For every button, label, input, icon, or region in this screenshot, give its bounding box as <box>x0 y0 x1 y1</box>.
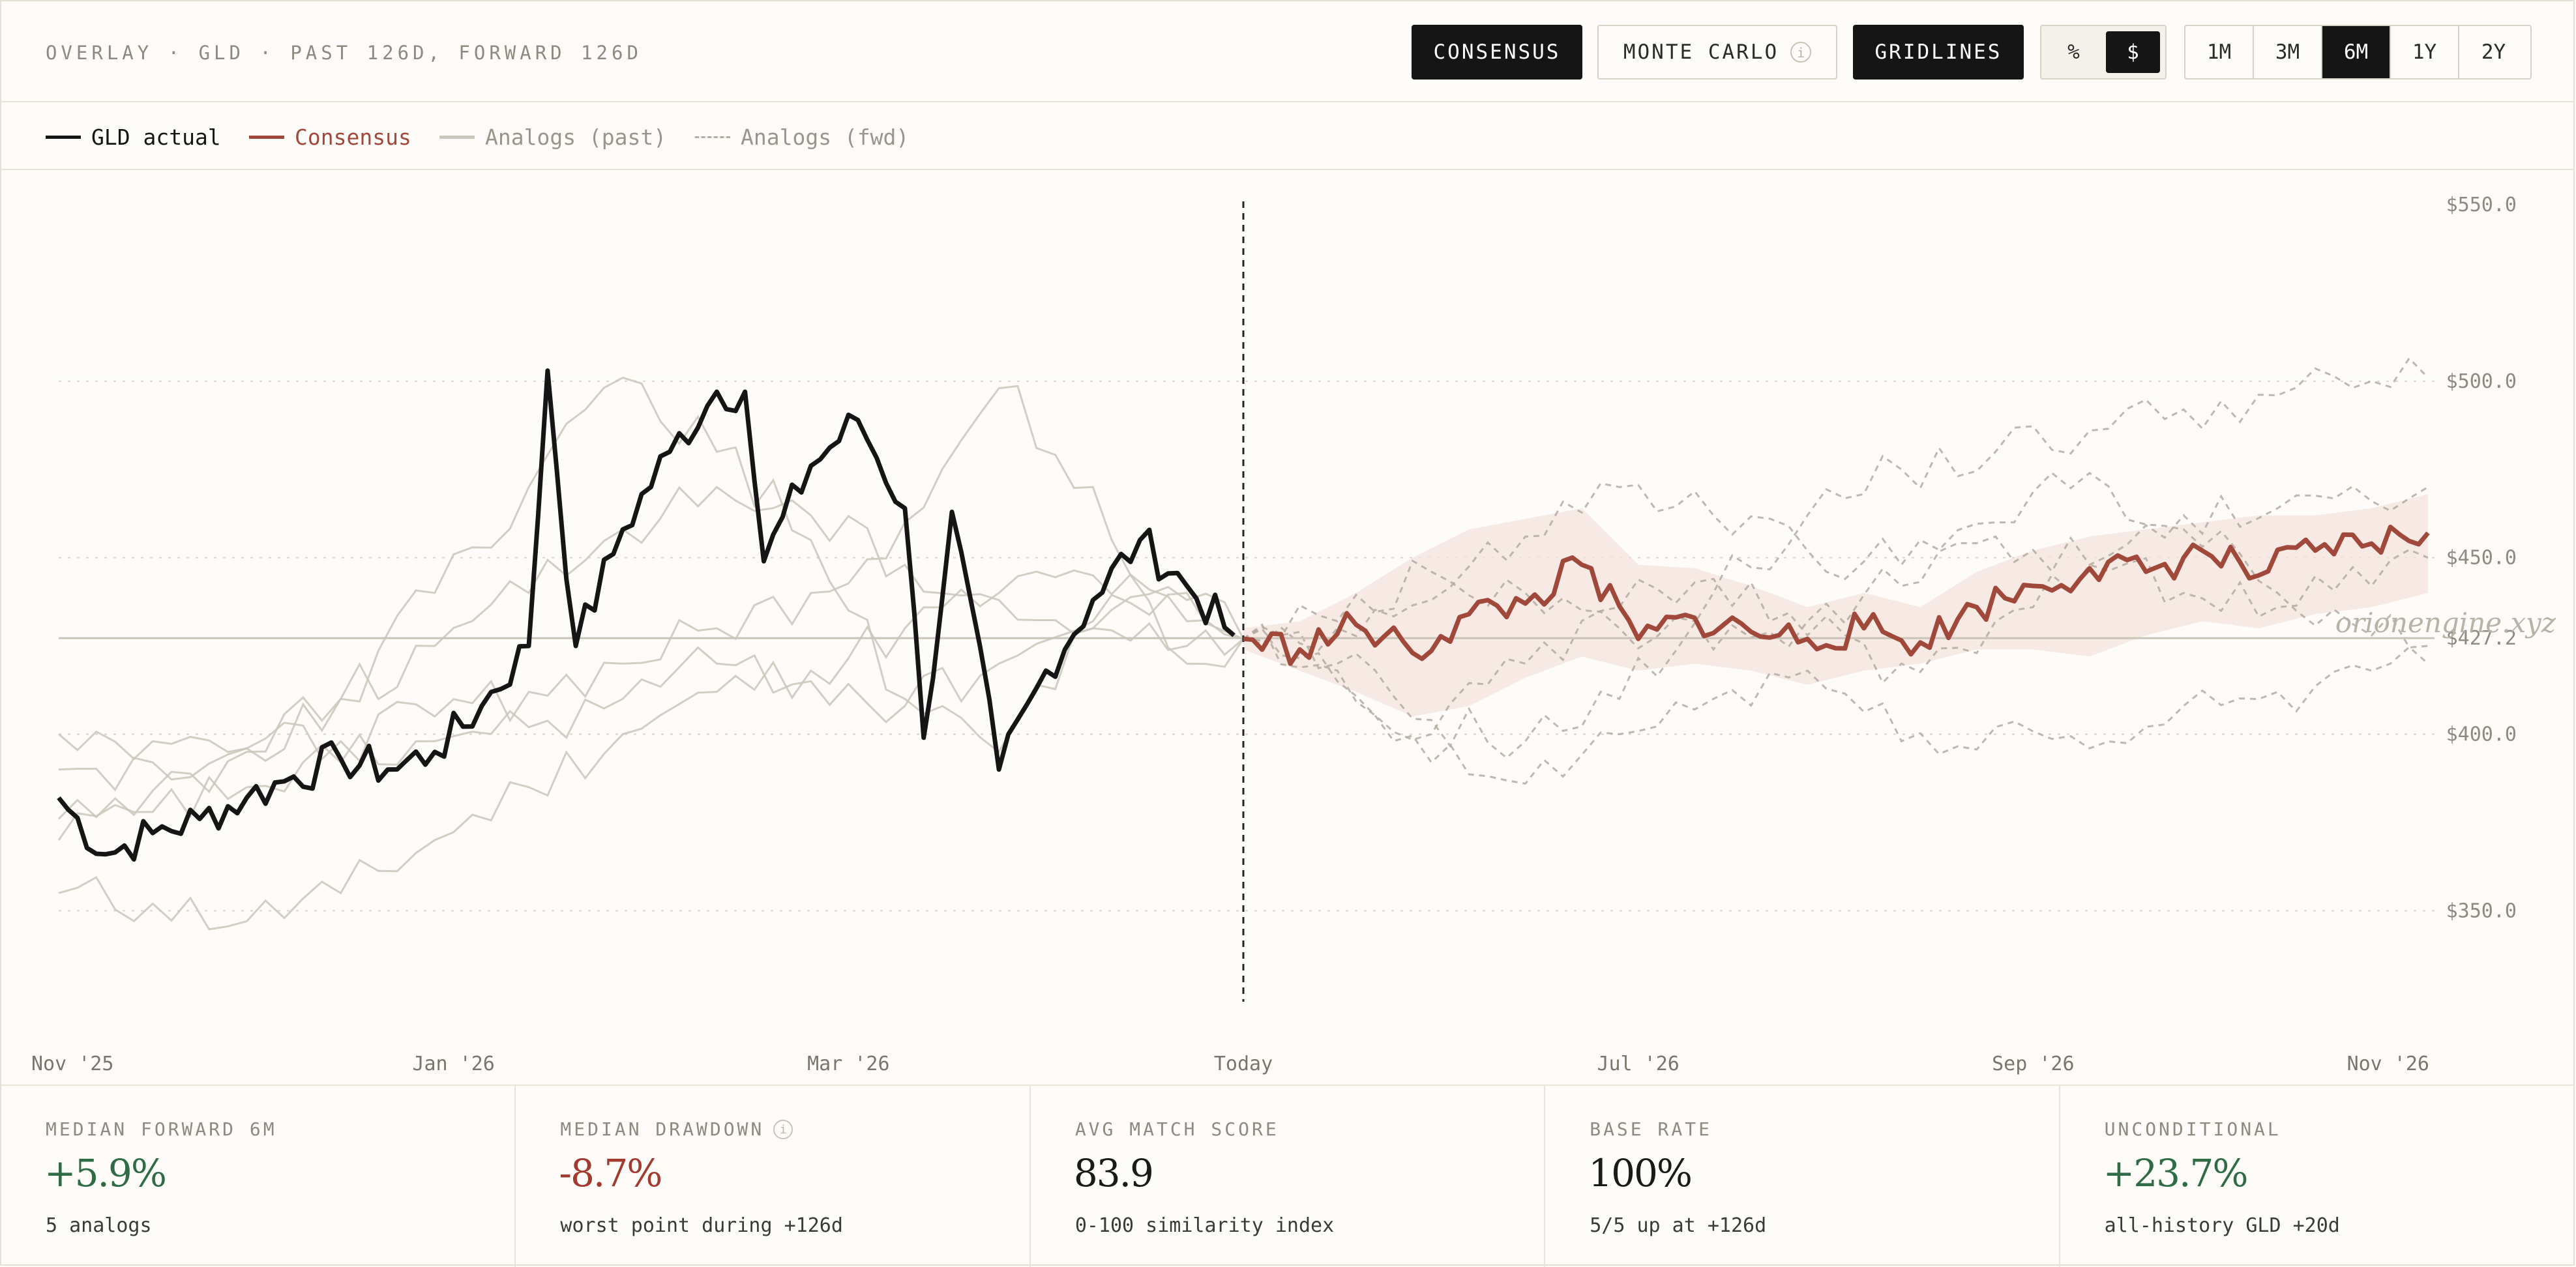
legend-item-analogs-past: Analogs (past) <box>439 124 666 150</box>
monte-carlo-label: MONTE CARLO <box>1623 40 1779 64</box>
axis-labels-layer: Nov '25 Jan '26 Mar '26 Today Jul '26 Sep '26… <box>31 1053 2429 1075</box>
actual-line <box>57 368 1236 862</box>
stat-label: MEDIAN FORWARD 6M <box>46 1118 277 1140</box>
stat-label: AVG MATCH SCORE <box>1075 1118 1279 1140</box>
legend-label-consensus: Consensus <box>295 124 411 150</box>
analogs-fwd-layer <box>1243 357 2429 785</box>
overlay-chart: $350.0 $400.0 $450.0 $500.0 $550.0 $427.2 No… <box>31 194 2556 1075</box>
stat-value: +23.7% <box>2103 1151 2249 1195</box>
consensus-line <box>1243 525 2430 666</box>
stat-label: UNCONDITIONAL <box>2105 1118 2281 1140</box>
stat-subtext: 0-100 similarity index <box>1074 1214 1335 1237</box>
stat-value: 100% <box>1588 1151 1693 1195</box>
legend-swatch-actual <box>46 136 81 139</box>
panel-title: OVERLAY · GLD · PAST 126D, FORWARD 126D <box>46 42 642 64</box>
y-tick-label: $400.0 <box>2446 723 2517 746</box>
analog-past-line <box>58 385 1245 792</box>
stat-label-text: AVG MATCH SCORE <box>1074 1118 1279 1140</box>
stat-subtext: 5 analogs <box>46 1214 152 1237</box>
legend-swatch-analogs-fwd <box>695 136 730 138</box>
stat-label: BASE RATE <box>1590 1118 1712 1140</box>
monte-carlo-button[interactable]: MONTE CARLO i <box>1597 25 1837 80</box>
stat-value: -8.7% <box>559 1151 662 1195</box>
consensus-layer <box>1243 525 2430 666</box>
stat-value: +5.9% <box>44 1151 167 1195</box>
unit-dollar-option[interactable]: $ <box>2106 31 2160 73</box>
range-1y-option[interactable]: 1Y <box>2391 26 2459 78</box>
stat-label-text: MEDIAN FORWARD 6M <box>46 1118 277 1140</box>
analog-fwd-line <box>1243 485 2429 652</box>
x-tick-label: Jul '26 <box>1597 1053 1679 1075</box>
stats-strip: MEDIAN FORWARD 6M +5.9% 5 analogs MEDIAN… <box>1 1085 2573 1267</box>
stat-base-rate: BASE RATE 100% 5/5 up at +126d <box>1545 1086 2060 1267</box>
range-selector: 1M 3M 6M 1Y 2Y <box>2184 25 2532 80</box>
stat-unconditional: UNCONDITIONAL +23.7% all-history GLD +20… <box>2060 1086 2573 1267</box>
x-tick-label: Nov '26 <box>2347 1053 2429 1075</box>
stat-subtext: 5/5 up at +126d <box>1590 1214 1767 1237</box>
x-tick-label: Mar '26 <box>807 1053 889 1075</box>
range-2y-option[interactable]: 2Y <box>2481 40 2506 64</box>
y-tick-label: $350.0 <box>2446 899 2517 922</box>
watermark: orionengine.xyz <box>2335 607 2556 639</box>
stat-median-forward: MEDIAN FORWARD 6M +5.9% 5 analogs <box>1 1086 516 1267</box>
y-tick-label: $550.0 <box>2446 194 2517 216</box>
x-tick-label: Jan '26 <box>412 1053 494 1075</box>
analog-fwd-line <box>1243 548 2429 741</box>
legend-label-analogs-fwd: Analogs (fwd) <box>741 124 910 150</box>
stat-subtext: all-history GLD +20d <box>2104 1214 2340 1237</box>
stat-median-drawdown: MEDIAN DRAWDOWN i -8.7% worst point duri… <box>516 1086 1031 1267</box>
x-tick-label: Sep '26 <box>1992 1053 2074 1075</box>
actual-layer <box>57 368 1236 862</box>
stat-label-text: MEDIAN DRAWDOWN <box>560 1118 765 1140</box>
consensus-band <box>1243 494 2428 717</box>
consensus-button[interactable]: CONSENSUS <box>1412 25 1582 80</box>
gridlines-button[interactable]: GRIDLINES <box>1853 25 2024 80</box>
legend-swatch-analogs-past <box>439 136 475 139</box>
stat-label: MEDIAN DRAWDOWN i <box>560 1118 793 1140</box>
analog-past-line <box>58 569 1244 931</box>
legend-item-consensus: Consensus <box>249 124 411 150</box>
legend-item-analogs-fwd: Analogs (fwd) <box>695 124 909 150</box>
y-tick-label: $450.0 <box>2446 547 2517 570</box>
legend-swatch-consensus <box>249 136 284 139</box>
stat-label-text: BASE RATE <box>1590 1118 1712 1140</box>
range-3m-option[interactable]: 3M <box>2254 26 2322 78</box>
analog-past-line <box>57 376 1245 820</box>
info-icon[interactable]: i <box>1790 42 1812 63</box>
range-6m-option[interactable]: 6M <box>2322 26 2391 78</box>
stat-label-text: UNCONDITIONAL <box>2104 1118 2281 1140</box>
analog-fwd-line <box>1243 471 2429 652</box>
chart-grid: $350.0 $400.0 $450.0 $500.0 $550.0 <box>59 194 2517 922</box>
analog-fwd-line <box>1243 627 2429 785</box>
unit-toggle: % $ <box>2040 25 2167 80</box>
chart-legend: GLD actual Consensus Analogs (past) Anal… <box>1 102 2573 170</box>
reference-label: $427.2 <box>2446 627 2517 650</box>
stat-avg-match-score: AVG MATCH SCORE 83.9 0-100 similarity in… <box>1031 1086 1546 1267</box>
consensus-band-layer <box>1243 494 2428 717</box>
stat-value: 83.9 <box>1073 1151 1154 1195</box>
analog-past-line <box>58 486 1244 763</box>
toolbar: OVERLAY · GLD · PAST 126D, FORWARD 126D … <box>1 1 2573 102</box>
range-1m-option[interactable]: 1M <box>2185 26 2254 78</box>
legend-label-analogs-past: Analogs (past) <box>485 124 667 150</box>
unit-percent-option[interactable]: % <box>2067 40 2080 64</box>
analog-past-line <box>57 592 1244 841</box>
info-icon[interactable]: i <box>773 1119 793 1139</box>
legend-item-actual: GLD actual <box>46 124 221 150</box>
stat-subtext: worst point during +126d <box>560 1214 843 1237</box>
x-tick-label: Today <box>1214 1053 1273 1075</box>
y-tick-label: $500.0 <box>2446 370 2517 393</box>
x-tick-label: Nov '25 <box>31 1053 113 1075</box>
legend-label-actual: GLD actual <box>91 124 221 150</box>
